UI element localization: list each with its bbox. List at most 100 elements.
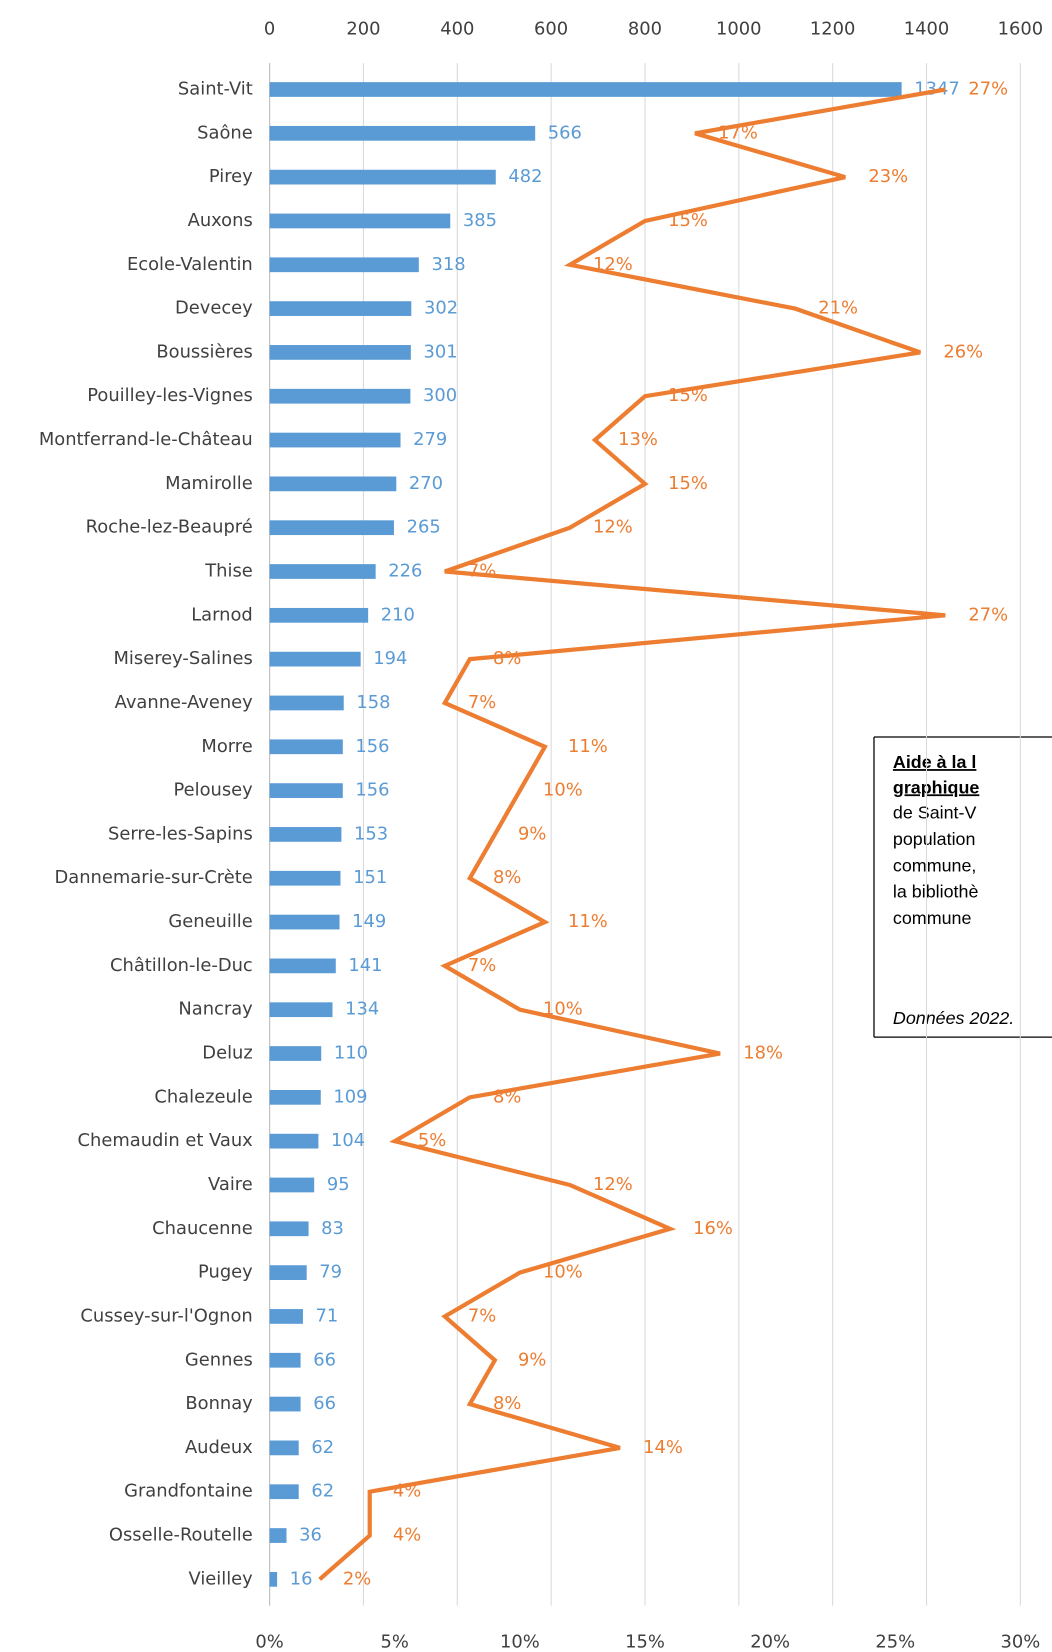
bar: [269, 476, 397, 492]
data-label: 279: [413, 429, 447, 450]
data-label: 194: [373, 648, 407, 669]
bar: [269, 958, 336, 974]
x-tick-label: 1600: [998, 18, 1044, 39]
data-label: 16: [290, 1568, 313, 1589]
data-label: 11%: [568, 911, 608, 932]
bar: [269, 651, 361, 667]
data-label: 21%: [818, 298, 858, 319]
y-tick-label: Chemaudin et Vaux: [78, 1130, 253, 1151]
data-label: 79: [319, 1262, 342, 1283]
data-label: 10%: [543, 780, 583, 801]
y-tick-label: Osselle-Routelle: [109, 1525, 253, 1546]
data-label: 12%: [593, 517, 633, 538]
annotation-note: Données 2022.: [893, 1008, 1014, 1028]
bar: [269, 432, 401, 448]
y-tick-label: Deluz: [202, 1043, 252, 1064]
annotation-line: population: [893, 829, 976, 849]
data-label: 62: [311, 1437, 334, 1458]
data-label: 7%: [468, 1305, 496, 1326]
y-tick-label: Saône: [197, 122, 253, 143]
bar: [269, 783, 343, 798]
x-tick-label: 200: [346, 18, 380, 39]
data-label: 9%: [518, 1349, 546, 1370]
y-tick-label: Serre-les-Sapins: [108, 823, 253, 844]
data-label: 8%: [493, 1393, 521, 1414]
data-label: 265: [407, 517, 441, 538]
data-label: 23%: [868, 166, 908, 187]
data-label: 158: [356, 692, 390, 713]
y-tick-label: Montferrand-le-Château: [39, 429, 253, 450]
data-label: 17%: [718, 122, 758, 143]
y-tick-label: Cussey-sur-l'Ognon: [80, 1305, 252, 1326]
annotation-heading: graphique: [893, 777, 979, 797]
data-label: 7%: [468, 561, 496, 582]
bar: [269, 82, 902, 97]
data-label: 104: [331, 1130, 365, 1151]
y-tick-label: Pouilley-les-Vignes: [87, 385, 252, 406]
data-label: 15%: [668, 385, 708, 406]
data-label: 318: [431, 254, 465, 275]
data-label: 5%: [418, 1130, 446, 1151]
bar: [269, 388, 411, 404]
data-label: 2%: [343, 1568, 371, 1589]
data-label: 12%: [593, 1174, 633, 1195]
y-tick-label: Saint-Vit: [178, 78, 253, 99]
x2-tick-label: 5%: [381, 1632, 409, 1652]
data-label: 26%: [943, 341, 983, 362]
bar: [269, 213, 451, 229]
data-label: 156: [355, 780, 389, 801]
data-label: 566: [548, 122, 582, 143]
y-tick-label: Chalezeule: [154, 1086, 252, 1107]
y-tick-label: Devecey: [175, 298, 253, 319]
data-label: 95: [327, 1174, 350, 1195]
y-tick-label: Pelousey: [174, 780, 254, 801]
bar: [269, 1265, 307, 1280]
annotation-line: la bibliothè: [893, 882, 979, 902]
annotation-line: de Saint-V: [893, 803, 977, 823]
data-label: 270: [409, 473, 443, 494]
data-label: 27%: [968, 78, 1008, 99]
x-tick-label: 800: [628, 18, 662, 39]
y-tick-label: Mamirolle: [165, 473, 253, 494]
data-label: 13%: [618, 429, 658, 450]
y-tick-label: Miserey-Salines: [114, 648, 253, 669]
y-tick-label: Châtillon-le-Duc: [110, 955, 253, 976]
y-tick-label: Dannemarie-sur-Crète: [55, 867, 253, 888]
data-label: 110: [334, 1043, 368, 1064]
x2-tick-label: 15%: [625, 1632, 665, 1652]
bar: [269, 827, 342, 842]
y-tick-label: Morre: [201, 736, 252, 757]
data-label: 153: [354, 823, 388, 844]
bar: [269, 257, 419, 273]
x-tick-label: 1400: [904, 18, 950, 39]
x-tick-label: 1000: [716, 18, 762, 39]
bar: [269, 739, 343, 755]
bar: [269, 914, 340, 930]
x-tick-label: 400: [440, 18, 474, 39]
x2-tick-label: 0%: [255, 1632, 283, 1652]
y-tick-label: Pugey: [198, 1262, 253, 1283]
y-tick-label: Geneuille: [168, 911, 252, 932]
bar: [269, 1528, 287, 1543]
data-label: 15%: [668, 473, 708, 494]
y-tick-label: Vieilley: [188, 1568, 253, 1589]
data-label: 156: [355, 736, 389, 757]
y-tick-label: Pirey: [209, 166, 253, 187]
bar: [269, 564, 376, 579]
bar: [269, 520, 394, 536]
data-label: 16%: [693, 1218, 733, 1239]
data-label: 134: [345, 999, 379, 1020]
x-tick-label: 600: [534, 18, 568, 39]
data-label: 301: [423, 341, 457, 362]
y-tick-label: Roche-lez-Beaupré: [86, 517, 253, 538]
data-label: 4%: [393, 1481, 421, 1502]
bar: [269, 1571, 278, 1587]
x2-tick-label: 30%: [1000, 1632, 1040, 1652]
data-label: 149: [352, 911, 386, 932]
data-label: 151: [353, 867, 387, 888]
data-label: 482: [508, 166, 542, 187]
data-label: 12%: [593, 254, 633, 275]
data-label: 302: [424, 298, 458, 319]
bar: [269, 695, 344, 711]
